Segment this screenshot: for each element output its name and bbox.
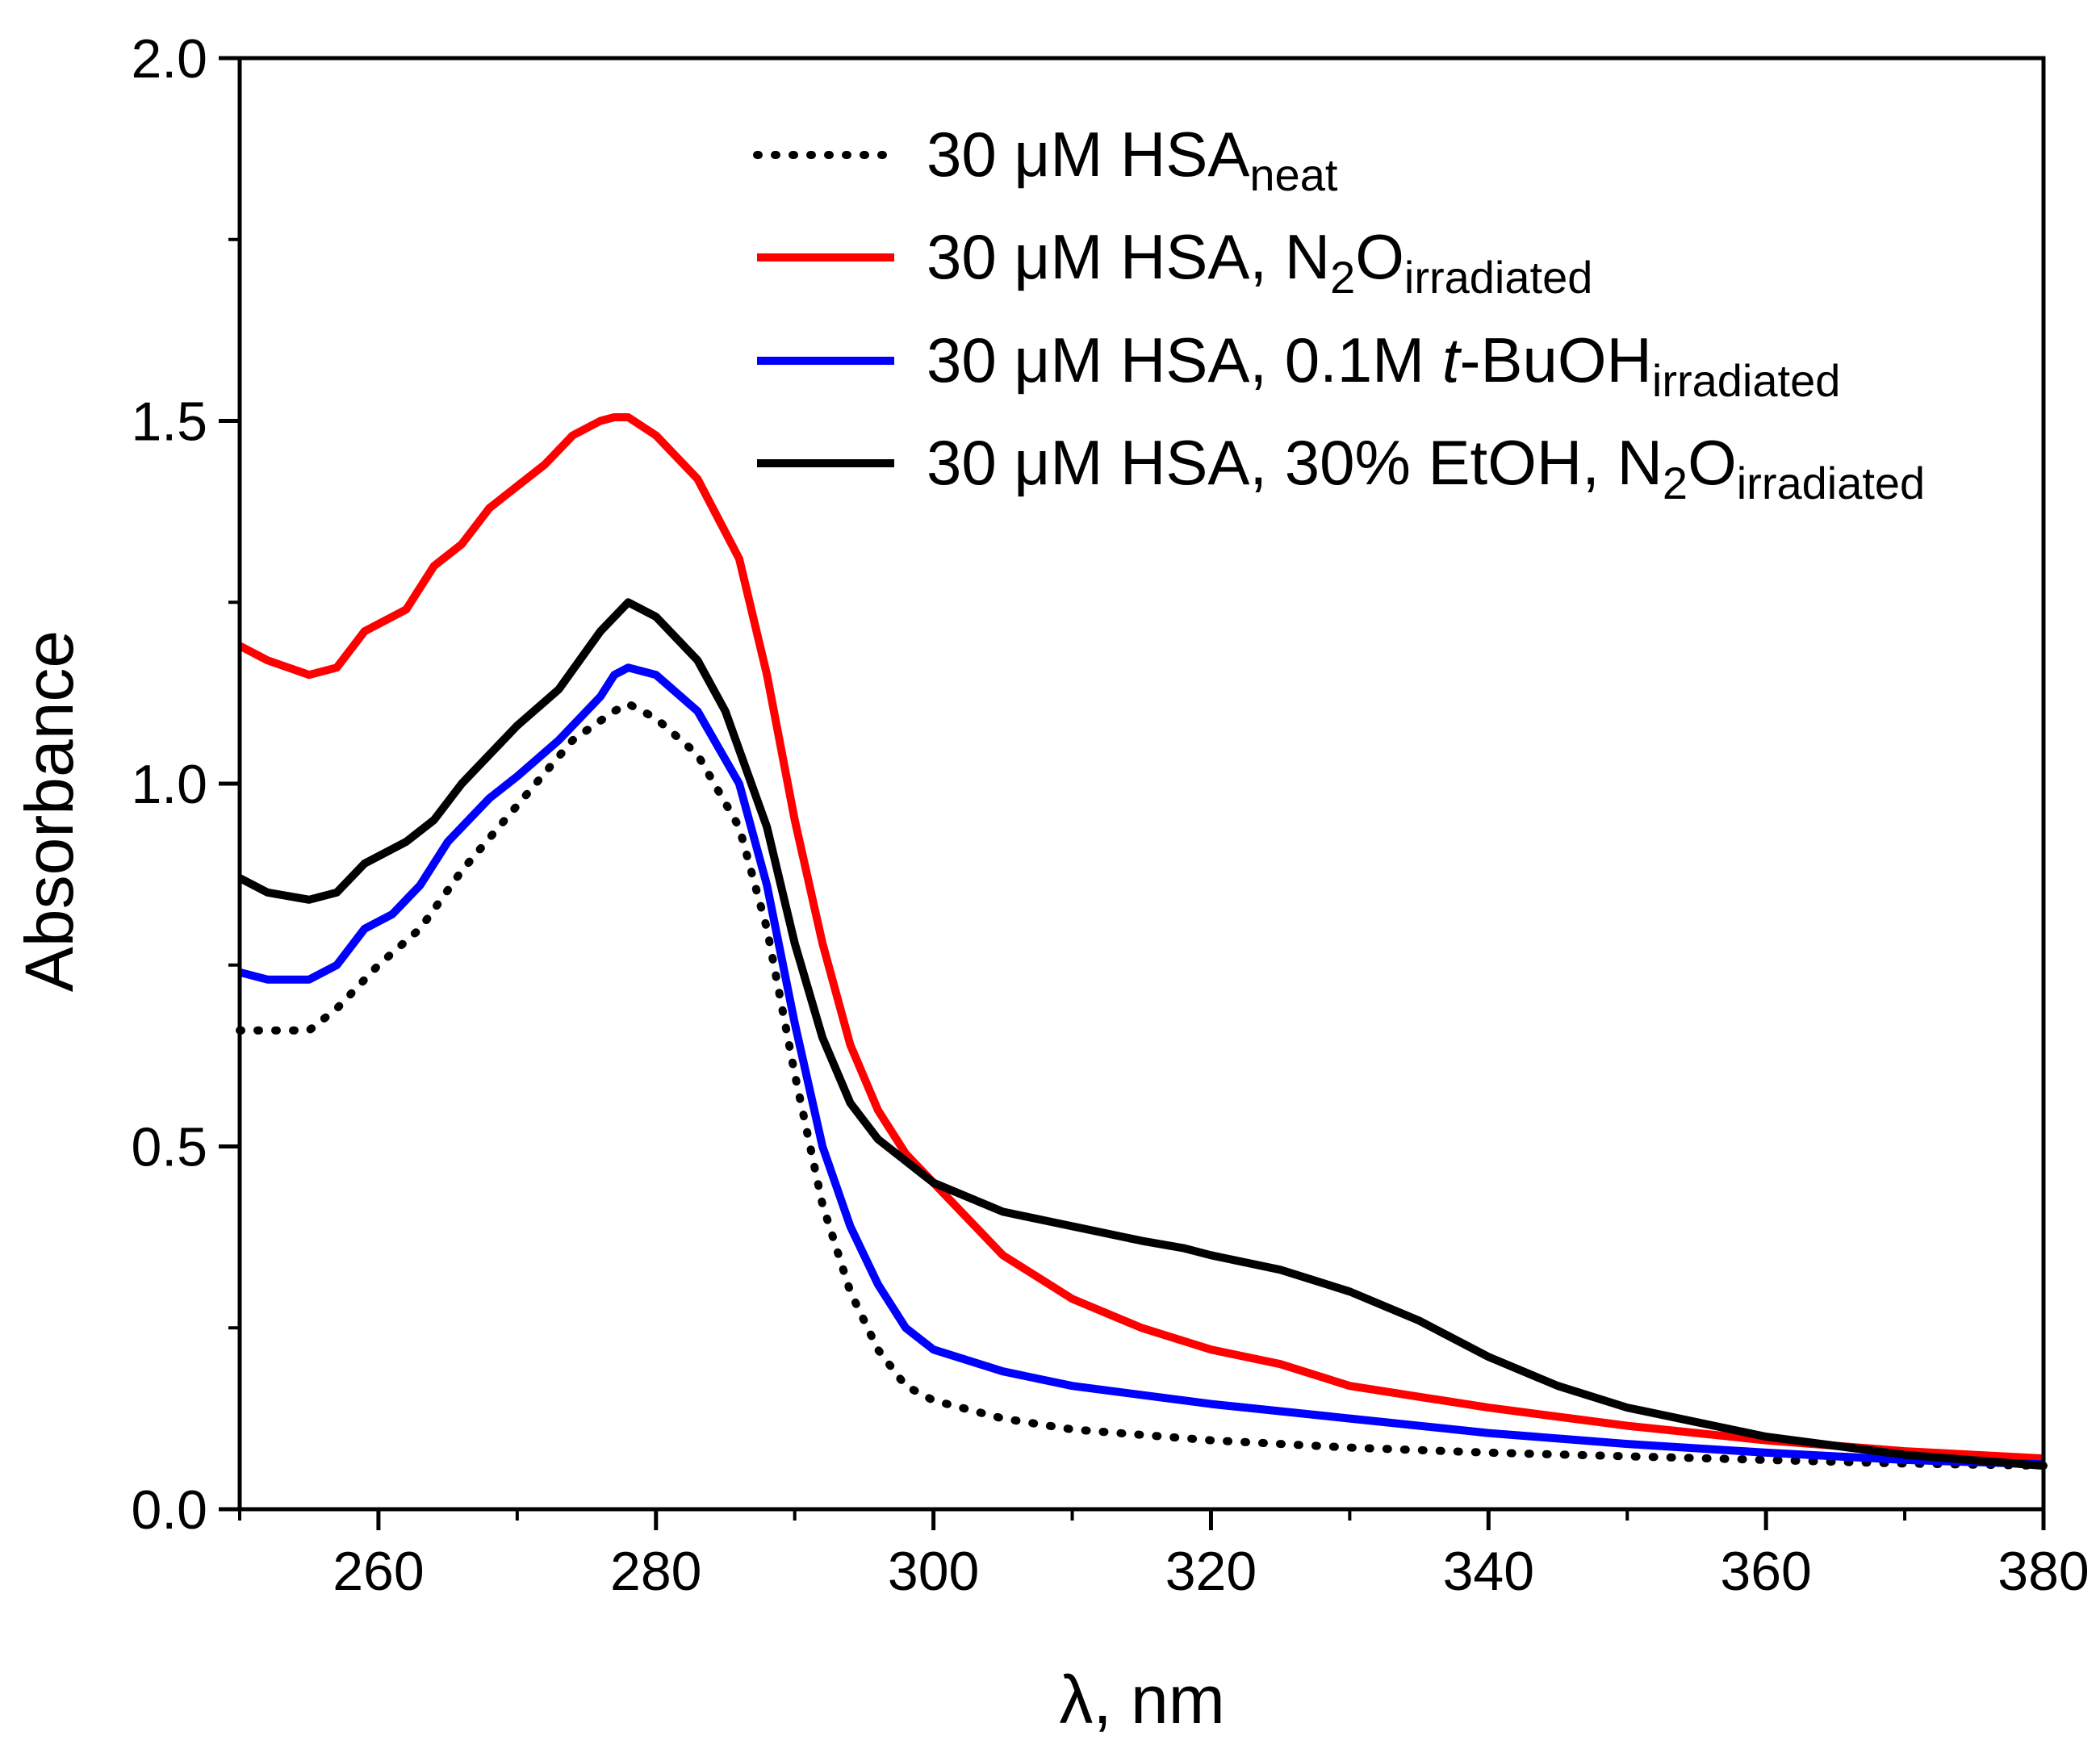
x-axis-title: λ, nm xyxy=(1059,1662,1224,1738)
legend-label-4: 30 μM HSA, 30% EtOH, N2Oirradiated xyxy=(927,427,1925,508)
y-tick-label: 1.5 xyxy=(131,391,207,453)
x-tick-label: 320 xyxy=(1165,1541,1257,1602)
y-axis-title: Absorbance xyxy=(11,630,87,992)
axes: 260 280 300 320 340 360 380 0.0 0.5 1.0 1.5 2.0 xyxy=(131,28,2089,1602)
y-tick-label: 0.5 xyxy=(131,1117,207,1178)
x-tick-label: 300 xyxy=(888,1541,979,1602)
legend: 30 μM HSAneat 30 μM HSA, N2Oirradiated 30 … xyxy=(753,119,1925,508)
y-tick-label: 0.0 xyxy=(131,1479,207,1541)
legend-label-3: 30 μM HSA, 0.1M t-BuOHirradiated xyxy=(927,324,1840,406)
x-tick-label: 340 xyxy=(1443,1541,1534,1602)
plot-series xyxy=(236,413,2048,1470)
x-tick-label: 280 xyxy=(610,1541,701,1602)
x-tick-label: 360 xyxy=(1720,1541,1811,1602)
series-line-1 xyxy=(236,700,2048,1470)
series-line-3 xyxy=(238,663,2044,1469)
legend-label-2: 30 μM HSA, N2Oirradiated xyxy=(927,221,1592,303)
legend-label-1: 30 μM HSAneat xyxy=(927,119,1338,200)
x-tick-label: 380 xyxy=(1998,1541,2089,1602)
y-tick-label: 1.0 xyxy=(131,754,207,815)
series-line-4 xyxy=(237,598,2044,1470)
series-line-2 xyxy=(237,413,2044,1463)
y-tick-label: 2.0 xyxy=(131,28,207,90)
x-tick-label: 260 xyxy=(333,1541,424,1602)
